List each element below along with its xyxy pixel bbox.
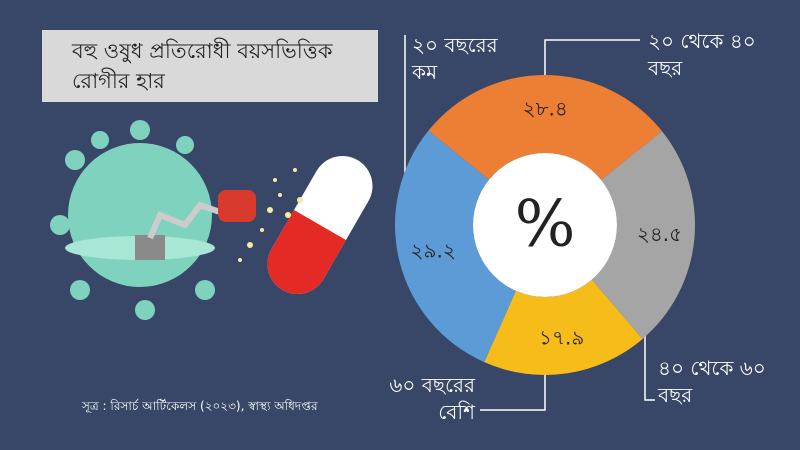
illustration [50, 120, 373, 320]
slice [394, 130, 516, 363]
slice [591, 131, 695, 339]
category-label: ৪০ থেকে ৬০ বছর [658, 356, 766, 407]
center-label: % [515, 188, 576, 262]
source: সূত্র : রিসার্চ আর্টিকেলস (২০২৩), স্বাস্… [82, 399, 318, 413]
title: বহু ওষুধ প্রতিরোধী বয়সভিত্তিক রোগীর হার [42, 30, 378, 102]
slice [484, 279, 643, 375]
category-label: ২০ থেকে ৪০ বছর [648, 29, 756, 80]
slice [428, 74, 662, 180]
value-label: ২৮.৪ [523, 97, 568, 121]
category-label: ৬০ বছরের বেশি [389, 373, 475, 424]
value-label: ১৭.৯ [539, 325, 584, 349]
donut-hole [473, 153, 617, 297]
value-label: ২৯.২ [411, 238, 456, 262]
value-label: ২৪.৫ [637, 222, 682, 246]
category-label: ২০ বছরের কম [412, 33, 498, 84]
